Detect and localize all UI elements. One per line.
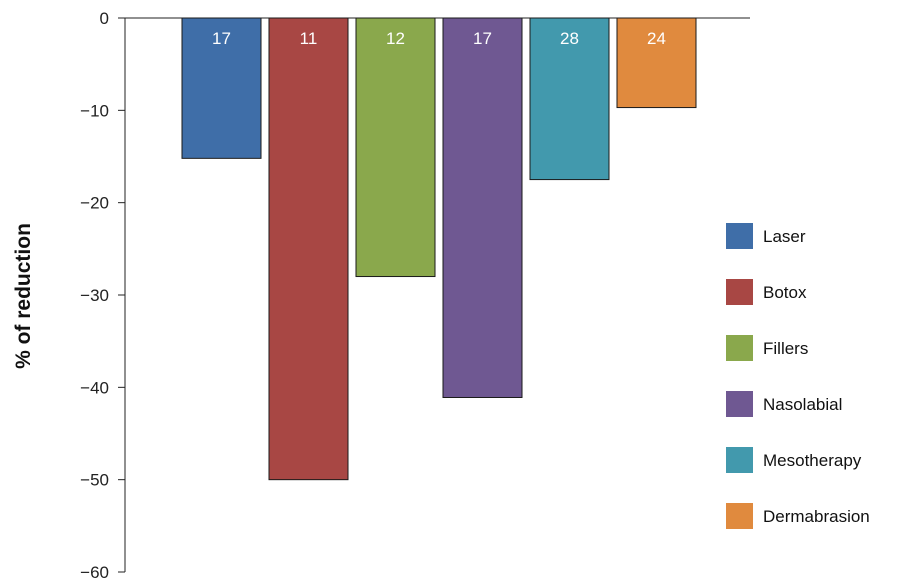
y-axis-label: % of reduction <box>12 223 35 369</box>
bar-labels: 17 11 12 17 28 24 <box>212 29 666 48</box>
y-tick-label: −10 <box>80 101 109 120</box>
legend-label: Fillers <box>763 339 808 358</box>
bar-dermabrasion <box>616 17 697 109</box>
legend-label: Nasolabial <box>763 395 842 414</box>
y-tick-label: −40 <box>80 378 109 397</box>
legend-swatch-fillers <box>726 335 753 361</box>
axes: 0 −10 −20 −30 −40 −50 −60 <box>80 9 750 580</box>
legend-label: Laser <box>763 227 806 246</box>
y-tick-label: −60 <box>80 563 109 580</box>
y-tick-label: −30 <box>80 286 109 305</box>
y-tick-label: 0 <box>100 9 109 28</box>
bar-nasolabial <box>442 17 523 398</box>
y-tick-label: −50 <box>80 471 109 490</box>
y-tick-label: −20 <box>80 194 109 213</box>
legend-swatch-mesotherapy <box>726 447 753 473</box>
bars <box>181 17 697 481</box>
bar-label: 12 <box>386 29 405 48</box>
bar-label: 17 <box>212 29 231 48</box>
bar-label: 11 <box>300 29 318 48</box>
bar-label: 17 <box>473 29 492 48</box>
legend-swatch-nasolabial <box>726 391 753 417</box>
bar-label: 24 <box>647 29 666 48</box>
bar-laser <box>181 17 262 159</box>
legend-swatch-dermabrasion <box>726 503 753 529</box>
legend-label: Dermabrasion <box>763 507 870 526</box>
bar-fillers <box>355 17 436 278</box>
bar-label: 28 <box>560 29 579 48</box>
legend-label: Mesotherapy <box>763 451 862 470</box>
bar-mesotherapy <box>529 17 610 181</box>
legend: Laser Botox Fillers Nasolabial Mesotherapy De… <box>726 223 870 529</box>
bar-botox <box>268 17 349 481</box>
legend-swatch-laser <box>726 223 753 249</box>
legend-swatch-botox <box>726 279 753 305</box>
legend-label: Botox <box>763 283 807 302</box>
